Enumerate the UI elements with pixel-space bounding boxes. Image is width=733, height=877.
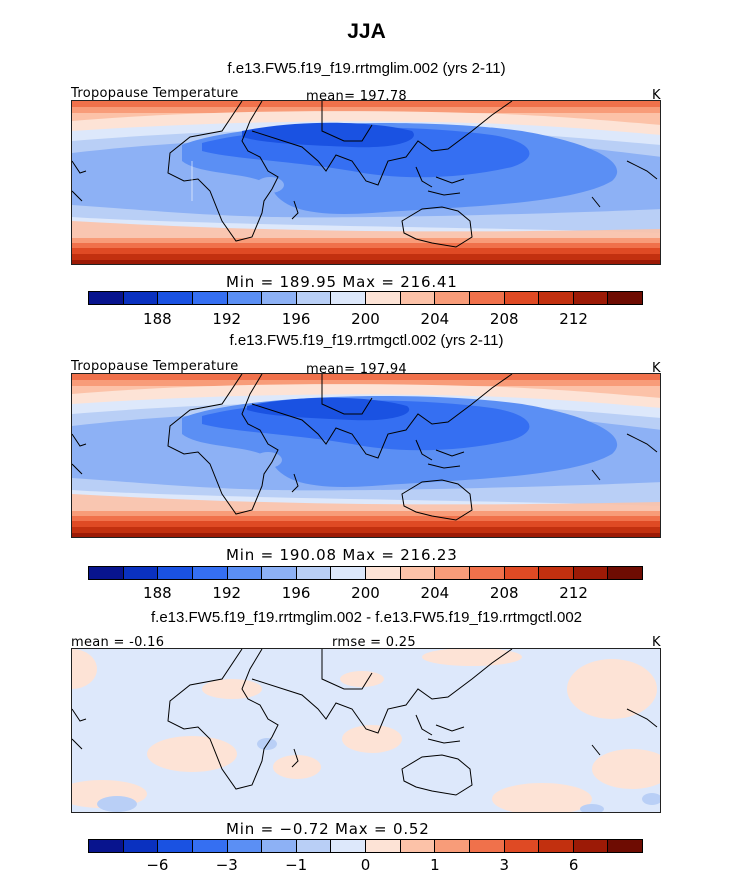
panel-2-min-max: Min = 190.08 Max = 216.23 — [226, 546, 458, 564]
panel-1-variable-label: Tropopause Temperature — [71, 86, 239, 101]
colorbar-tick-label: 188 — [143, 584, 172, 602]
colorbar-tick-label: 192 — [212, 310, 242, 328]
colorbar-swatch — [366, 840, 401, 852]
colorbar-swatch — [573, 567, 609, 579]
panel-2-map-svg — [72, 374, 660, 537]
colorbar-swatch — [504, 840, 540, 852]
colorbar-swatch — [435, 292, 470, 304]
colorbar-tick-label: 3 — [499, 856, 510, 874]
panel-1-colorbar-ticks: 188 192 196 200 204 208 212 — [88, 310, 643, 328]
colorbar-swatch — [573, 840, 609, 852]
panel-3-mean-label: mean = -0.16 — [71, 635, 165, 650]
panel-3-colorbar — [88, 839, 643, 853]
colorbar-swatch — [366, 292, 401, 304]
panel-1-map-svg — [72, 101, 660, 264]
panel-2-colorbar-ticks: 188 192 196 200 204 208 212 — [88, 584, 643, 602]
colorbar-swatch — [123, 567, 159, 579]
colorbar-tick-label: 208 — [489, 584, 519, 602]
panel-1-min-max: Min = 189.95 Max = 216.41 — [226, 273, 458, 291]
colorbar-swatch — [573, 292, 609, 304]
panel-1-units: K — [652, 88, 661, 103]
colorbar-swatch — [227, 840, 263, 852]
colorbar-swatch — [435, 840, 470, 852]
colorbar-swatch — [469, 292, 505, 304]
colorbar-swatch — [400, 567, 436, 579]
colorbar-swatch — [331, 567, 366, 579]
colorbar-swatch — [192, 840, 228, 852]
colorbar-swatch — [504, 567, 540, 579]
colorbar-tick-label: 212 — [559, 310, 588, 328]
colorbar-tick-label: 196 — [281, 310, 311, 328]
colorbar-tick-label: −6 — [146, 856, 169, 874]
panel-3-colorbar-ticks: −6 −3 −1 0 1 3 6 — [88, 856, 643, 874]
colorbar-tick-label: 196 — [281, 584, 311, 602]
colorbar-swatch — [539, 840, 574, 852]
colorbar-swatch — [366, 567, 401, 579]
colorbar-tick-label: 204 — [420, 310, 450, 328]
colorbar-swatch — [608, 567, 642, 579]
colorbar-swatch — [89, 840, 124, 852]
colorbar-tick-label: 208 — [489, 310, 519, 328]
colorbar-swatch — [608, 292, 642, 304]
panel-2-units: K — [652, 361, 661, 376]
panel-3-units: K — [652, 635, 661, 650]
panel-2-title: f.e13.FW5.f19_f19.rrtmgctl.002 (yrs 2-11… — [229, 332, 504, 349]
colorbar-swatch — [89, 567, 124, 579]
colorbar-tick-label: −1 — [285, 856, 308, 874]
colorbar-swatch — [469, 840, 505, 852]
colorbar-tick-label: 0 — [360, 856, 371, 874]
colorbar-tick-label: 200 — [351, 584, 380, 602]
panel-3-map-svg — [72, 649, 660, 812]
colorbar-swatch — [296, 567, 332, 579]
colorbar-swatch — [331, 840, 366, 852]
colorbar-swatch — [400, 840, 436, 852]
colorbar-swatch — [608, 840, 642, 852]
colorbar-swatch — [504, 292, 540, 304]
colorbar-tick-label: 6 — [568, 856, 579, 874]
panel-1-map — [71, 100, 661, 265]
colorbar-swatch — [262, 292, 297, 304]
colorbar-swatch — [123, 840, 159, 852]
colorbar-swatch — [469, 567, 505, 579]
colorbar-swatch — [123, 292, 159, 304]
colorbar-tick-label: 188 — [143, 310, 172, 328]
panel-3-min-max: Min = −0.72 Max = 0.52 — [226, 820, 430, 838]
colorbar-swatch — [227, 292, 263, 304]
colorbar-swatch — [296, 840, 332, 852]
colorbar-swatch — [158, 292, 193, 304]
colorbar-swatch — [192, 567, 228, 579]
colorbar-swatch — [89, 292, 124, 304]
colorbar-tick-label: 192 — [212, 584, 242, 602]
figure-title: JJA — [347, 20, 386, 43]
colorbar-swatch — [331, 292, 366, 304]
panel-1-title: f.e13.FW5.f19_f19.rrtmglim.002 (yrs 2-11… — [227, 60, 506, 77]
colorbar-swatch — [262, 840, 297, 852]
colorbar-swatch — [435, 567, 470, 579]
panel-3-map — [71, 648, 661, 813]
colorbar-tick-label: 200 — [351, 310, 380, 328]
colorbar-swatch — [227, 567, 263, 579]
colorbar-swatch — [262, 567, 297, 579]
colorbar-swatch — [158, 567, 193, 579]
colorbar-tick-label: 1 — [430, 856, 440, 874]
colorbar-swatch — [192, 292, 228, 304]
colorbar-swatch — [400, 292, 436, 304]
colorbar-swatch — [539, 292, 574, 304]
colorbar-tick-label: 204 — [420, 584, 450, 602]
panel-3-title: f.e13.FW5.f19_f19.rrtmglim.002 - f.e13.F… — [150, 609, 582, 626]
colorbar-swatch — [158, 840, 193, 852]
panel-2-variable-label: Tropopause Temperature — [71, 359, 239, 374]
panel-3-rmse-label: rmse = 0.25 — [332, 635, 416, 650]
panel-2-map — [71, 373, 661, 538]
colorbar-tick-label: 212 — [559, 584, 588, 602]
panel-1-colorbar — [88, 291, 643, 305]
panel-2-colorbar — [88, 566, 643, 580]
colorbar-swatch — [539, 567, 574, 579]
colorbar-tick-label: −3 — [215, 856, 238, 874]
colorbar-swatch — [296, 292, 332, 304]
